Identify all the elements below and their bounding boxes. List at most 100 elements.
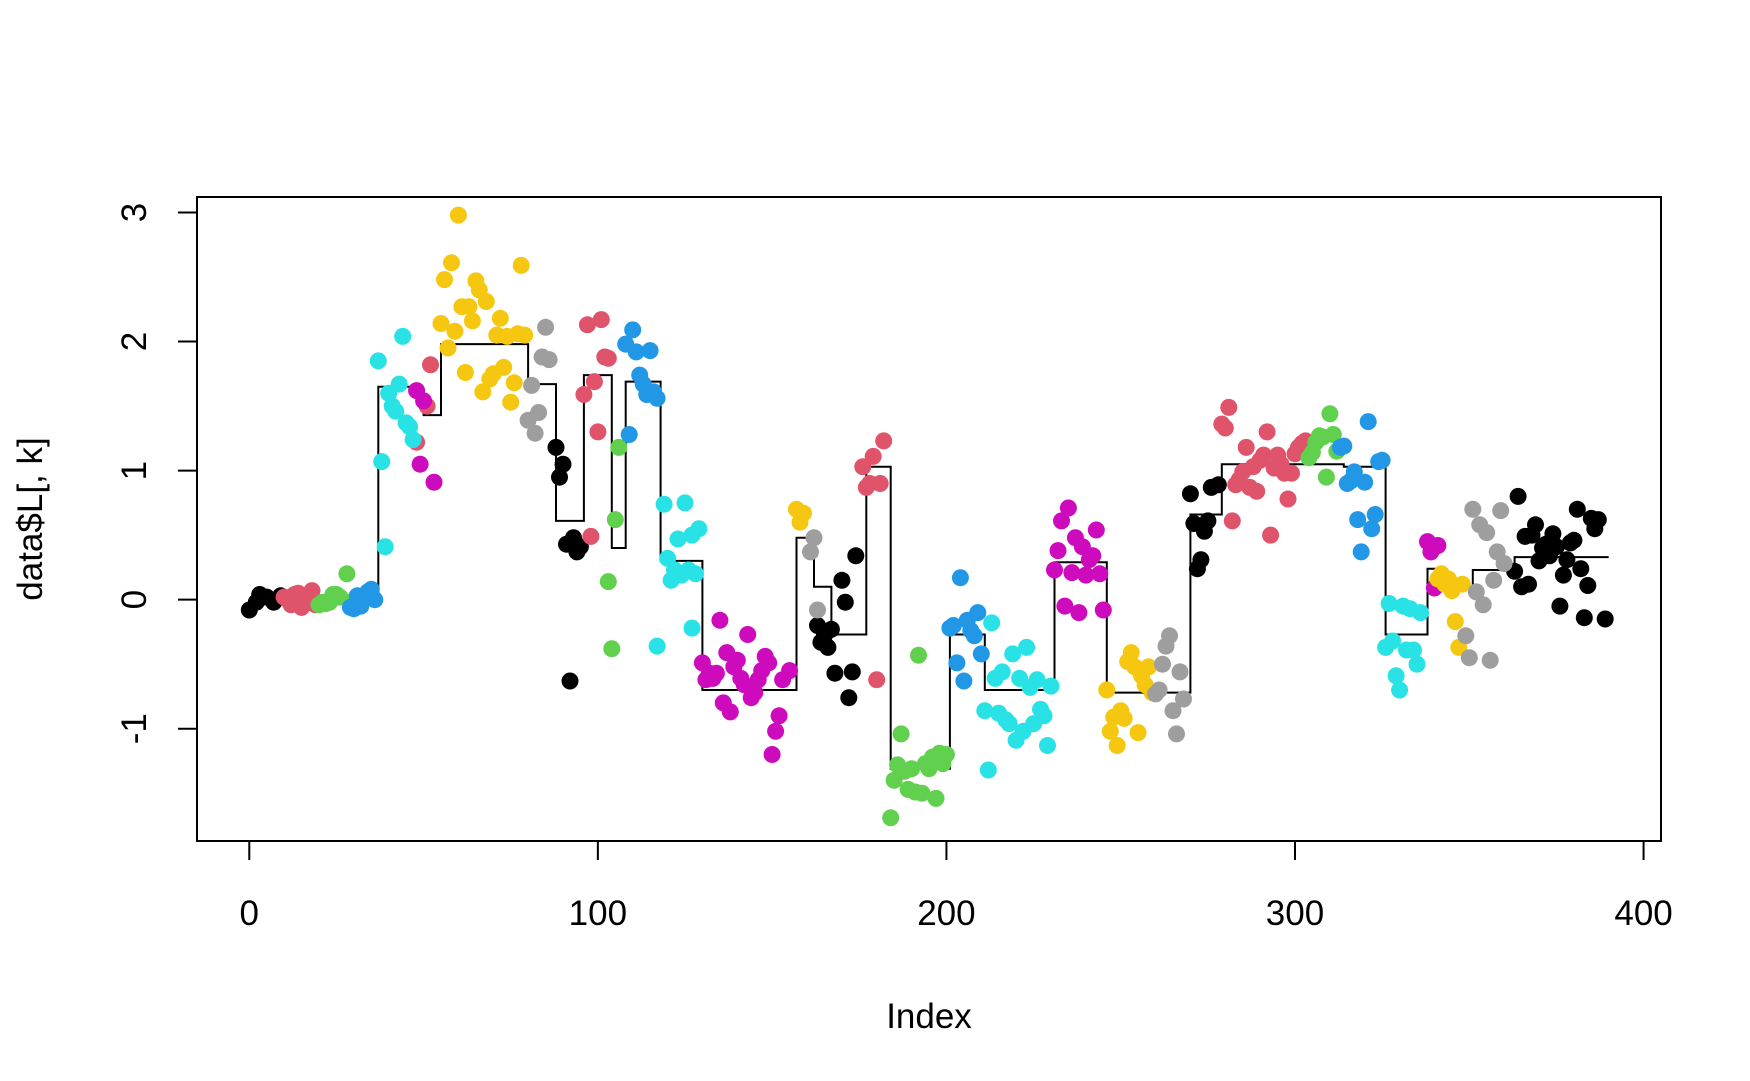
data-point-yellow <box>491 309 509 327</box>
data-point-cyan <box>1405 641 1422 659</box>
data-point-yellow <box>1453 575 1471 593</box>
data-point-magenta <box>721 703 739 721</box>
data-point-magenta <box>770 707 788 725</box>
data-point-yellow <box>477 293 495 310</box>
data-point-yellow <box>795 504 812 522</box>
data-point-black <box>1509 487 1527 505</box>
data-point-green <box>910 646 927 664</box>
data-point-black <box>1199 512 1217 530</box>
data-point-yellow <box>1122 644 1140 662</box>
data-point-red <box>592 311 610 329</box>
data-point-black <box>1520 575 1537 593</box>
y-tick-label: 1 <box>115 461 154 480</box>
data-point-cyan <box>1018 638 1036 656</box>
data-point-yellow <box>1446 613 1464 631</box>
data-point-yellow <box>516 326 534 344</box>
data-point-green <box>892 725 910 743</box>
x-tick-label: 0 <box>240 894 259 933</box>
data-point-red <box>868 671 886 689</box>
y-tick-label: -1 <box>115 713 154 744</box>
data-point-magenta <box>1091 565 1109 583</box>
data-point-black <box>1554 566 1572 584</box>
data-point-cyan <box>387 402 405 420</box>
data-point-yellow <box>456 364 474 381</box>
data-point-magenta <box>1094 601 1112 619</box>
data-point-blue <box>951 569 969 587</box>
data-point-blue <box>944 617 962 634</box>
data-point-cyan <box>1387 667 1405 685</box>
data-point-cyan <box>1042 677 1060 695</box>
data-point-magenta <box>1087 521 1105 539</box>
data-point-cyan <box>1408 655 1426 673</box>
data-point-red <box>864 447 882 465</box>
data-point-gray <box>1154 655 1171 673</box>
y-axis: -1 0 1 2 3 <box>115 203 198 744</box>
data-point-magenta <box>1059 499 1077 517</box>
data-point-blue <box>972 645 990 663</box>
y-tick-label: 0 <box>115 590 154 609</box>
data-point-red <box>1255 446 1273 464</box>
data-point-gray <box>1150 681 1168 699</box>
x-tick-label: 400 <box>1614 894 1672 933</box>
data-point-magenta <box>707 664 725 682</box>
data-point-magenta <box>728 651 746 669</box>
data-point-gray <box>1164 702 1182 720</box>
data-point-black <box>826 664 844 682</box>
data-point-yellow <box>439 339 457 357</box>
data-point-magenta <box>767 722 785 740</box>
data-point-cyan <box>394 327 412 345</box>
data-point-red <box>585 373 603 391</box>
data-point-black <box>1209 476 1227 494</box>
data-point-green <box>610 438 628 456</box>
data-point-gray <box>1168 725 1185 743</box>
data-point-green <box>882 809 900 827</box>
data-point-green <box>1317 468 1335 486</box>
data-point-red <box>1223 512 1241 530</box>
data-point-red <box>1216 419 1234 437</box>
data-point-yellow <box>1108 737 1126 754</box>
data-point-blue <box>969 604 987 622</box>
data-point-black <box>547 438 565 456</box>
data-point-magenta <box>415 392 433 410</box>
data-point-yellow <box>495 358 513 376</box>
data-point-magenta <box>1056 597 1074 615</box>
step-line-path <box>273 343 1609 770</box>
data-point-red <box>854 458 872 476</box>
data-point-gray <box>1460 649 1478 667</box>
data-point-green <box>937 746 955 763</box>
data-point-black <box>833 571 851 589</box>
data-point-cyan <box>1000 715 1018 733</box>
data-point-magenta <box>1049 542 1067 560</box>
data-point-blue <box>1363 520 1381 538</box>
data-point-black <box>1547 538 1565 556</box>
data-point-black <box>836 593 854 611</box>
data-point-blue <box>948 654 966 672</box>
data-point-blue <box>641 342 659 360</box>
data-point-green <box>903 760 921 778</box>
x-axis: 0 100 200 300 400 <box>240 840 1673 933</box>
data-point-black <box>1575 609 1593 627</box>
data-point-magenta <box>781 662 799 680</box>
data-point-cyan <box>1035 707 1053 725</box>
x-axis-label: Index <box>886 997 972 1036</box>
data-point-red <box>1262 526 1280 544</box>
data-point-magenta <box>411 455 429 473</box>
data-point-black <box>1558 551 1576 569</box>
data-point-black <box>1572 560 1590 578</box>
data-point-green <box>1321 405 1339 423</box>
data-point-yellow <box>460 298 478 316</box>
data-point-gray <box>1485 571 1503 589</box>
data-point-magenta <box>763 746 781 763</box>
data-point-red <box>589 423 607 441</box>
data-point-black <box>847 547 865 565</box>
data-point-blue <box>1345 463 1363 481</box>
data-point-cyan <box>687 565 704 583</box>
data-point-black <box>551 468 568 486</box>
data-point-cyan <box>976 702 994 720</box>
data-point-gray <box>1464 500 1482 518</box>
data-point-cyan <box>1384 632 1402 650</box>
data-point-yellow <box>432 315 450 332</box>
data-point-blue <box>1352 543 1370 561</box>
x-tick-label: 100 <box>569 894 627 933</box>
data-point-gray <box>1474 596 1492 614</box>
